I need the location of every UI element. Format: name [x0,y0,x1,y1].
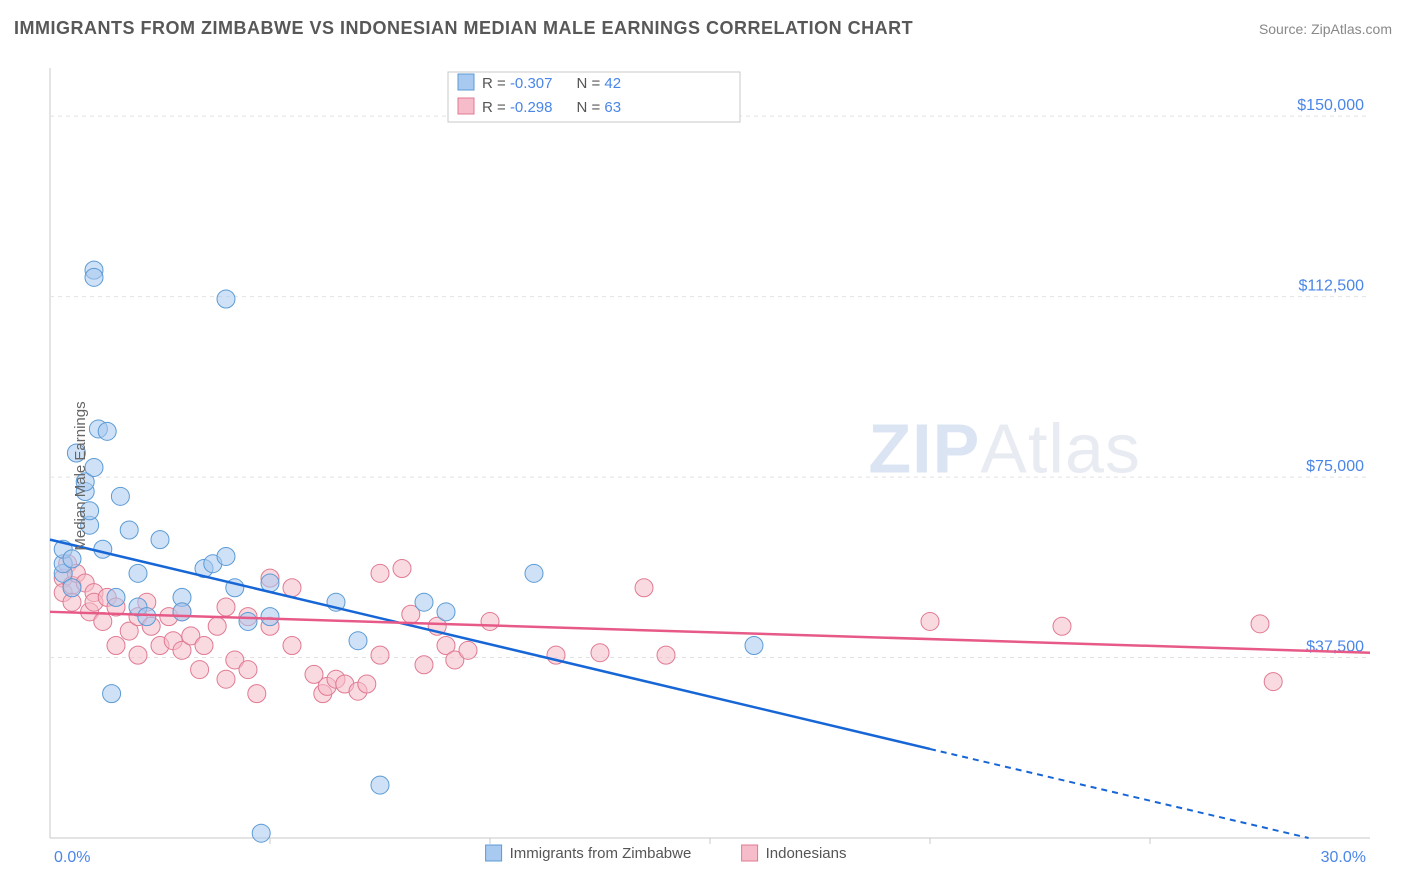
blue-point [217,290,235,308]
blue-point [98,422,116,440]
chart-svg: $150,000$112,500$75,000$37,5000.0%30.0%Z… [0,60,1406,892]
y-tick-label: $112,500 [1298,278,1364,295]
legend-swatch [458,98,474,114]
pink-point [415,656,433,674]
blue-point [151,531,169,549]
legend-bottom-swatch [486,845,502,861]
pink-point [591,644,609,662]
pink-point [248,685,266,703]
pink-point [217,598,235,616]
pink-point [481,612,499,630]
blue-point [129,564,147,582]
pink-point [1264,673,1282,691]
pink-point [371,646,389,664]
x-tick-label: 0.0% [54,849,90,866]
blue-point [138,608,156,626]
blue-point [63,550,81,568]
y-tick-label: $75,000 [1306,458,1364,475]
blue-point [239,612,257,630]
pink-point [635,579,653,597]
legend-bottom-swatch [742,845,758,861]
blue-point [371,776,389,794]
pink-point [393,560,411,578]
blue-point [349,632,367,650]
legend-top-row: R = -0.307N = 42 [482,75,621,92]
legend-bottom-label: Immigrants from Zimbabwe [510,845,692,862]
pink-point [1053,617,1071,635]
blue-point [525,564,543,582]
pink-point [371,564,389,582]
blue-point [63,579,81,597]
legend-swatch [458,74,474,90]
source-name: ZipAtlas.com [1311,21,1392,37]
y-tick-label: $150,000 [1297,97,1364,114]
legend-bottom-label: Indonesians [766,845,847,862]
pink-point [657,646,675,664]
y-axis-label: Median Male Earnings [72,401,89,550]
legend-top-row: R = -0.298N = 63 [482,99,621,116]
pink-point [921,612,939,630]
pink-point [129,646,147,664]
pink-point [283,637,301,655]
pink-point [358,675,376,693]
x-tick-label: 30.0% [1321,849,1366,866]
pink-point [208,617,226,635]
chart-area: Median Male Earnings $150,000 $112,500 $75… [0,60,1406,892]
pink-point [217,670,235,688]
blue-point [111,487,129,505]
source-prefix: Source: [1259,21,1311,37]
pink-point [1251,615,1269,633]
blue-point [107,588,125,606]
chart-header: IMMIGRANTS FROM ZIMBABWE VS INDONESIAN M… [14,18,1392,39]
pink-point [459,641,477,659]
blue-point [437,603,455,621]
blue-point [85,268,103,286]
blue-point [415,593,433,611]
pink-point [107,637,125,655]
blue-point [103,685,121,703]
pink-point [195,637,213,655]
blue-point [261,608,279,626]
blue-point [217,547,235,565]
blue-point [120,521,138,539]
pink-trend-line [50,612,1370,653]
pink-point [283,579,301,597]
chart-title: IMMIGRANTS FROM ZIMBABWE VS INDONESIAN M… [14,18,913,39]
watermark: ZIPAtlas [868,409,1141,487]
blue-point [94,540,112,558]
blue-trend-extension [930,749,1309,838]
pink-point [94,612,112,630]
pink-point [239,661,257,679]
pink-point [191,661,209,679]
blue-point [745,637,763,655]
chart-source: Source: ZipAtlas.com [1259,21,1392,37]
blue-point [173,603,191,621]
blue-point [252,824,270,842]
